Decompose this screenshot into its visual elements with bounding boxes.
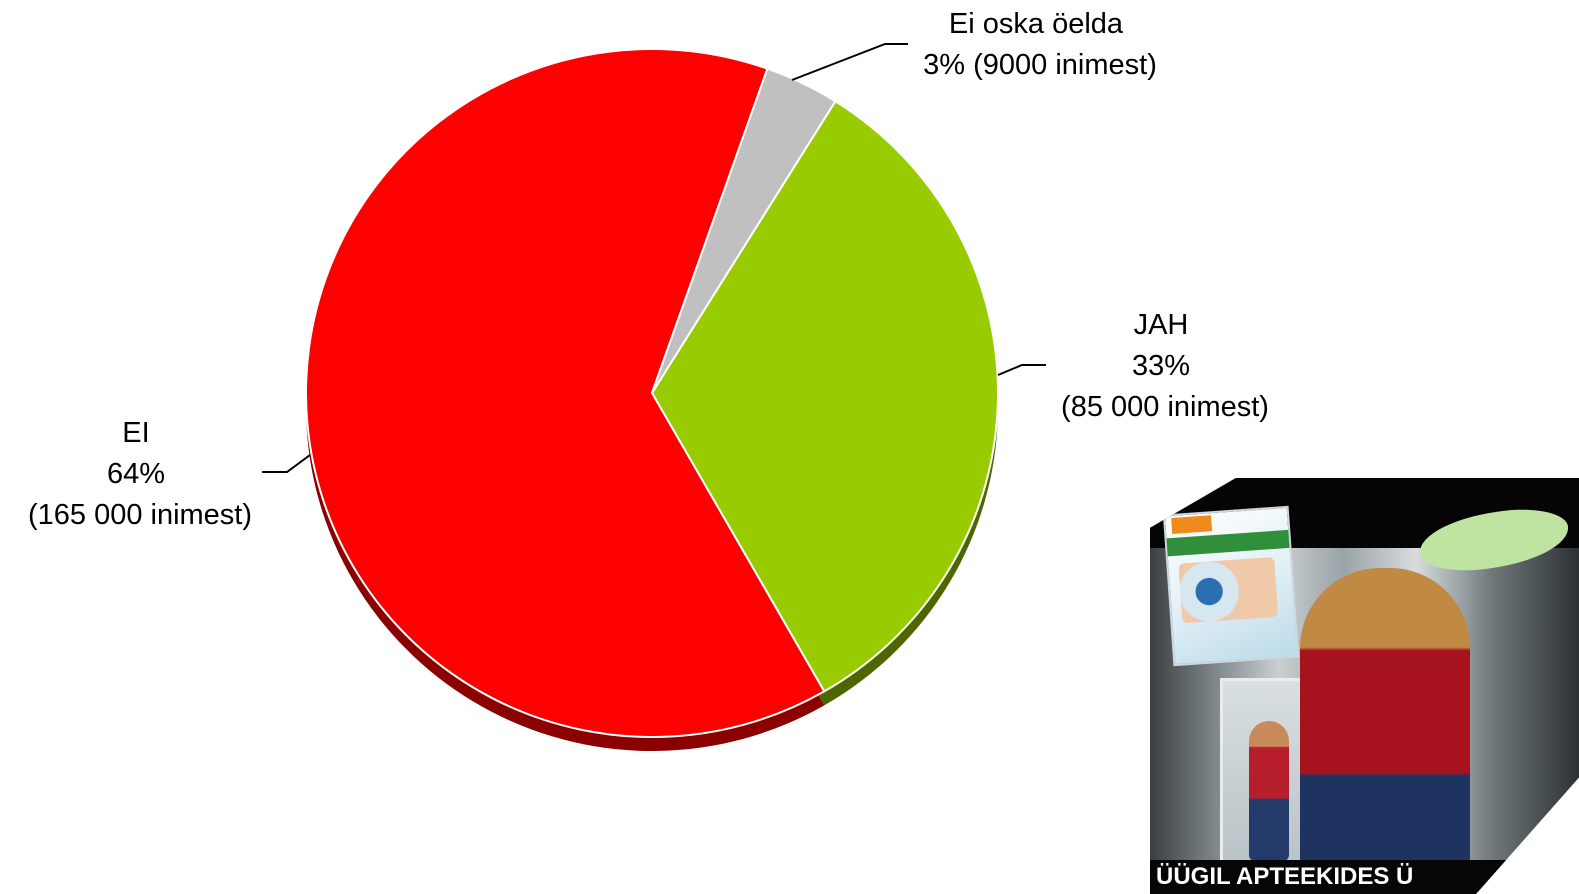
- slice-label-ei: EI 64% (165 000 inimest): [28, 417, 252, 531]
- ei-count: (165 000 inimest): [28, 499, 252, 531]
- advertisement-image: ÜÜGIL APTEEKIDES Ü: [1150, 478, 1579, 894]
- product-box-stripe: [1166, 529, 1290, 557]
- pie-slice-ei-oska-elda: [651, 67, 837, 394]
- pie-leader-lines: [262, 43, 1046, 473]
- ei-oska-percent-count: 3% (9000 inimest): [923, 49, 1157, 81]
- pie-slices: [305, 48, 999, 738]
- ei-name: EI: [122, 417, 149, 449]
- leader-line-ei: [262, 454, 311, 473]
- jah-percent: 33%: [1132, 350, 1190, 382]
- slice-label-jah: JAH 33% (85 000 inimest): [1061, 309, 1269, 423]
- product-box: [1162, 505, 1300, 667]
- jah-count: (85 000 inimest): [1061, 391, 1269, 423]
- ei-oska-percent: 3%: [923, 49, 965, 81]
- mirror-reflection: [1249, 721, 1289, 861]
- leader-line-ei-oska-oelda: [791, 43, 908, 81]
- ei-oska-name: Ei oska öelda: [949, 8, 1124, 40]
- pie-slice-jah: [651, 100, 999, 693]
- ei-percent: 64%: [107, 458, 165, 490]
- product-box-picture: [1178, 556, 1279, 624]
- jah-name: JAH: [1134, 309, 1189, 341]
- product-box-tag: [1171, 515, 1213, 534]
- leader-line-jah: [997, 364, 1046, 376]
- slice-label-ei-oska: Ei oska öelda 3% (9000 inimest): [923, 8, 1157, 81]
- ei-oska-count: (9000 inimest): [973, 49, 1157, 81]
- woman-figure: [1300, 568, 1470, 894]
- pie-slice-ei: [305, 48, 826, 738]
